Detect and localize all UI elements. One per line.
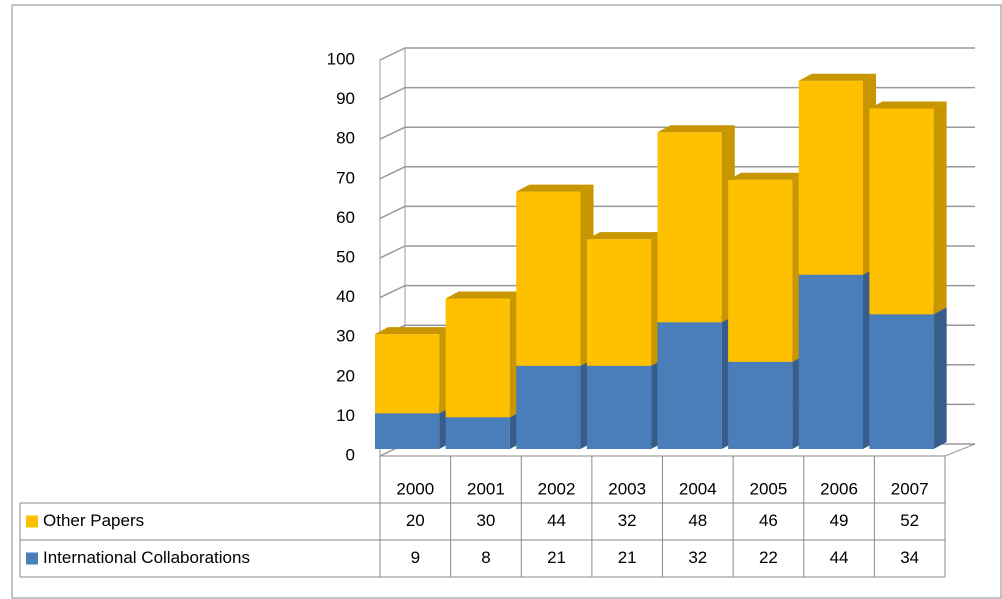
grid-line [379, 86, 975, 101]
bar-segment [375, 334, 440, 414]
y-tick-label: 10 [336, 406, 355, 425]
table-value: 44 [547, 511, 566, 530]
bar-side [933, 101, 947, 315]
bar-top [516, 184, 594, 192]
y-tick-label: 100 [327, 49, 355, 68]
bar-segment [445, 298, 510, 418]
bar-top [869, 101, 947, 109]
y-tick-label: 40 [336, 287, 355, 306]
y-tick-label: 50 [336, 247, 355, 266]
bar-segment [445, 417, 510, 449]
bar-top [798, 73, 877, 81]
table-value: 34 [900, 548, 919, 567]
bar-segment [728, 179, 793, 362]
table-value: 44 [830, 548, 849, 567]
bar-segment [375, 413, 440, 449]
table-value: 32 [688, 548, 707, 567]
bar-top [586, 232, 665, 240]
y-tick-label: 30 [336, 327, 355, 346]
grid-line [379, 166, 975, 180]
table-value: 20 [406, 511, 425, 530]
legend-swatch [26, 552, 38, 565]
bar-segment [728, 361, 793, 449]
bar-segment [586, 239, 652, 366]
table-value: 49 [830, 511, 849, 530]
table-value: 22 [759, 548, 778, 567]
y-tick-label: 60 [336, 208, 355, 227]
bar-segment [798, 80, 864, 275]
bar-top [728, 172, 806, 180]
legend-swatch [26, 515, 38, 528]
bar-segment [516, 191, 581, 366]
legend-label: Other Papers [43, 511, 144, 530]
table-value: 32 [618, 511, 637, 530]
bar-segment [657, 322, 722, 449]
table-value: 21 [618, 548, 637, 567]
x-tick-label: 2004 [679, 479, 717, 498]
chart-frame [11, 4, 1002, 599]
y-tick-label: 90 [336, 89, 355, 108]
y-tick-label: 80 [336, 129, 355, 148]
x-tick-label: 2003 [608, 479, 646, 498]
grid-line [379, 47, 975, 61]
grid-line [379, 126, 975, 140]
y-tick-label: 20 [336, 366, 355, 385]
x-tick-label: 2001 [467, 479, 505, 498]
bar-segment [586, 365, 652, 449]
x-tick-label: 2007 [891, 479, 929, 498]
y-tick-label: 70 [336, 168, 355, 187]
x-tick-label: 2002 [538, 479, 576, 498]
table-value: 30 [476, 511, 495, 530]
bar-segment [869, 108, 934, 315]
table-value: 46 [759, 511, 778, 530]
bar-segment [869, 314, 934, 449]
table-value: 48 [688, 511, 707, 530]
bar-segment [798, 274, 864, 449]
x-tick-label: 2005 [750, 479, 788, 498]
table-value: 21 [547, 548, 566, 567]
x-tick-label: 2006 [820, 479, 858, 498]
table-value: 8 [481, 548, 490, 567]
bar-segment [657, 132, 722, 323]
table-value: 9 [411, 548, 420, 567]
x-tick-label: 2000 [396, 479, 434, 498]
bar-top [657, 125, 735, 133]
bar-segment [516, 365, 581, 449]
table-value: 52 [900, 511, 919, 530]
bar-top [375, 327, 453, 335]
floor-edge [944, 443, 976, 457]
bar-top [445, 291, 523, 299]
bar-side [933, 307, 947, 449]
legend-label: International Collaborations [43, 548, 250, 567]
y-tick-label: 0 [346, 445, 355, 464]
